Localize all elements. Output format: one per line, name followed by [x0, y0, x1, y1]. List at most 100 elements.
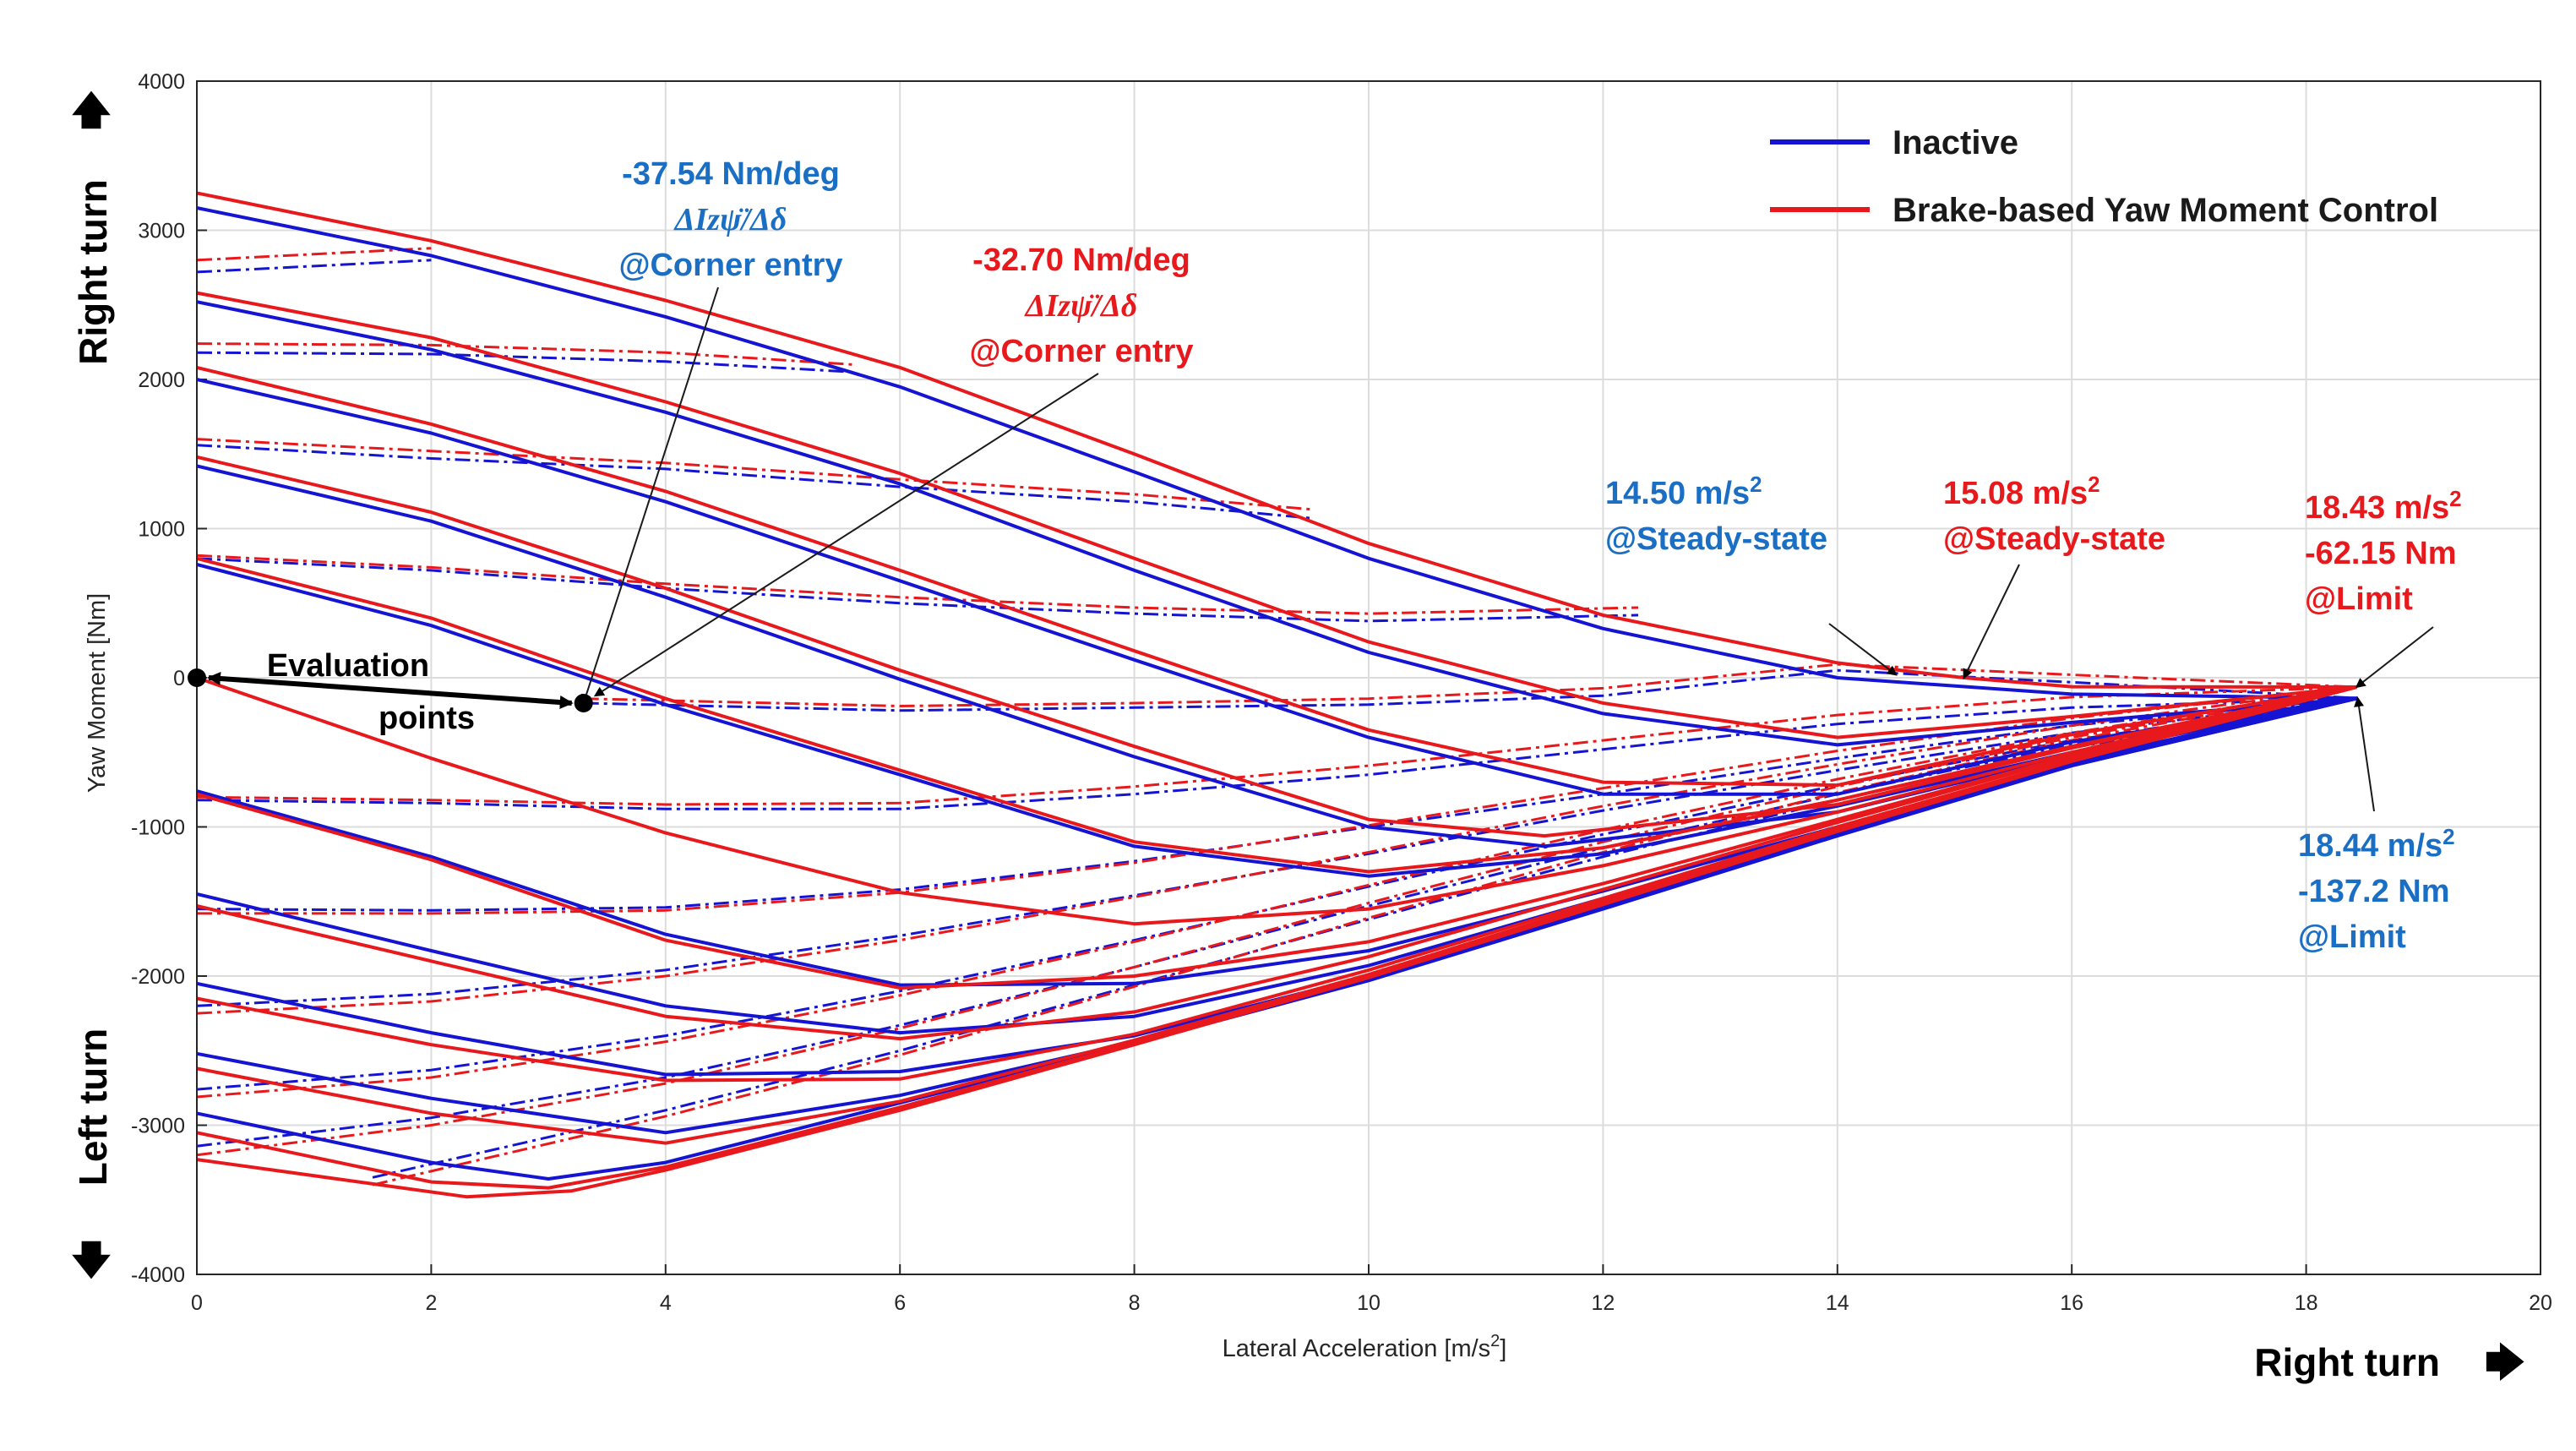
y-tick-label: 2000 [138, 368, 185, 392]
y-tick-label: -4000 [131, 1263, 185, 1287]
arrow-right-icon: 🡆 [2485, 1340, 2525, 1384]
annotation-arrows [581, 286, 2434, 812]
evaluation-label-line1: Evaluation [267, 648, 429, 684]
left-turn-down-label: Left turn [71, 1028, 115, 1186]
y-tick-label: -1000 [131, 816, 185, 840]
y-tick-label: -2000 [131, 965, 185, 989]
x-tick-label: 2 [425, 1291, 437, 1315]
evaluation-point-0 [188, 668, 206, 687]
y-tick-label: 3000 [138, 220, 185, 243]
y-tick-label: 1000 [138, 518, 185, 542]
annotation-arrow-control_limit [2355, 626, 2434, 689]
series-1-line-1 [196, 291, 2357, 739]
annotation-inactive-steady-label: @Steady-state [1605, 521, 1827, 557]
series-0-line-4 [196, 562, 2358, 878]
grid [196, 80, 2541, 1275]
annotation-control-entry-label: @Corner entry [969, 334, 1193, 369]
y-tick-label: 4000 [138, 70, 185, 94]
x-tick-label: 8 [1129, 1291, 1141, 1315]
y-tick-label: 0 [173, 667, 185, 690]
annotation-control-entry: -32.70 Nm/deg ΔIzψ̈/Δδ @Corner entry [969, 243, 1193, 369]
x-tick-label: 6 [894, 1291, 906, 1315]
annotation-control-limit-moment: -62.15 Nm [2305, 536, 2457, 571]
series-1-line-3 [196, 455, 2357, 838]
legend-label-inactive: Inactive [1893, 124, 2018, 161]
annotation-inactive-steady-value: 14.50 m/s2 [1605, 472, 1762, 511]
x-tick-label: 16 [2060, 1291, 2083, 1315]
series-0-line-2 [196, 378, 2358, 796]
evaluation-label-line2: points [379, 701, 475, 736]
series-3-line-3 [196, 554, 1639, 615]
series-1-line-7 [196, 685, 2357, 1041]
series-3-line-8 [196, 685, 2357, 1099]
annotation-inactive-entry: -37.54 Nm/deg ΔIzψ̈/Δδ @Corner entry [618, 156, 842, 283]
dashed-series-group [196, 247, 2358, 1186]
x-tick-label: 10 [1357, 1291, 1381, 1315]
series-3-line-0 [196, 247, 432, 262]
series-3-line-5 [196, 685, 2357, 806]
series-3-line-4 [583, 663, 2357, 707]
arrow-up-icon: 🡅 [71, 88, 111, 132]
series-2-line-2 [196, 444, 1310, 520]
series-1-line-0 [196, 191, 2357, 689]
x-tick-label: 14 [1826, 1291, 1849, 1315]
evaluation-points-group [188, 668, 593, 713]
annotation-inactive-entry-value: -37.54 Nm/deg [622, 156, 840, 192]
x-tick-label: 0 [191, 1291, 203, 1315]
series-2-line-4 [583, 668, 2358, 712]
evaluation-point-1 [574, 694, 593, 713]
series-3-line-6 [197, 685, 2357, 915]
annotation-inactive-entry-formula: ΔIzψ̈/Δδ [673, 202, 787, 237]
series-2-line-9 [196, 696, 2358, 1148]
series-1-line-5 [196, 676, 2357, 926]
series-2-line-1 [196, 351, 853, 374]
series-2-line-3 [196, 557, 1639, 623]
arrow-down-icon: 🡇 [71, 1238, 111, 1282]
annotation-inactive-steady: 14.50 m/s2 @Steady-state [1605, 472, 1827, 557]
tick-labels: 0 2 4 6 8 10 12 14 16 18 20 -4000 -3000 -2000 -1000 0 10… [131, 70, 2552, 1315]
series-0-line-0 [196, 206, 2358, 701]
y-tick-label: -3000 [131, 1115, 185, 1138]
annotation-inactive-limit: 18.44 m/s2 -137.2 Nm @Limit [2298, 824, 2455, 955]
annotation-arrow-control_ss [1963, 564, 2020, 679]
annotation-inactive-limit-label: @Limit [2298, 919, 2406, 955]
series-0-line-1 [196, 300, 2358, 747]
annotation-control-limit: 18.43 m/s2 -62.15 Nm @Limit [2305, 486, 2462, 617]
right-turn-x-label: Right turn [2254, 1340, 2440, 1384]
series-2-line-6 [196, 696, 2358, 912]
annotation-control-limit-value: 18.43 m/s2 [2305, 486, 2462, 526]
annotation-arrow-inactive_entry [581, 286, 719, 705]
x-axis-label: Lateral Acceleration [m/s2] [1223, 1332, 1507, 1362]
series-3-line-1 [196, 342, 853, 366]
x-tick-label: 20 [2529, 1291, 2552, 1315]
legend: Inactive Brake-based Yaw Moment Control [1770, 124, 2438, 229]
solid-series-group [196, 191, 2359, 1199]
annotation-control-steady-value: 15.08 m/s2 [1943, 472, 2100, 511]
annotation-arrow-inactive_ss [1828, 623, 1898, 676]
series-1-line-4 [196, 556, 2357, 874]
annotation-control-limit-label: @Limit [2305, 581, 2413, 617]
x-tick-label: 12 [1591, 1291, 1615, 1315]
annotation-inactive-limit-moment: -137.2 Nm [2298, 874, 2450, 909]
annotation-arrow-control_entry [593, 373, 1099, 697]
right-turn-up-label: Right turn [71, 179, 115, 365]
annotation-inactive-limit-value: 18.44 m/s2 [2298, 824, 2455, 864]
annotation-control-entry-formula: ΔIzψ̈/Δδ [1024, 288, 1138, 324]
annotation-control-entry-value: -32.70 Nm/deg [972, 243, 1190, 278]
annotation-control-steady-label: @Steady-state [1943, 521, 2165, 557]
series-3-line-2 [196, 438, 1310, 511]
legend-label-control: Brake-based Yaw Moment Control [1893, 192, 2438, 229]
evaluation-double-arrow [207, 671, 574, 710]
y-axis-label: Yaw Moment [Nm] [84, 593, 111, 793]
annotation-control-steady: 15.08 m/s2 @Steady-state [1943, 472, 2165, 557]
x-tick-label: 4 [660, 1291, 672, 1315]
series-1-line-8 [196, 685, 2357, 1083]
series-1-line-2 [196, 365, 2357, 788]
series-1-line-11 [196, 685, 2357, 1199]
annotation-inactive-entry-label: @Corner entry [618, 248, 842, 283]
series-2-line-0 [196, 259, 432, 274]
x-tick-label: 18 [2295, 1291, 2318, 1315]
annotation-arrow-inactive_limit [2354, 696, 2375, 812]
series-3-line-9 [196, 685, 2357, 1157]
